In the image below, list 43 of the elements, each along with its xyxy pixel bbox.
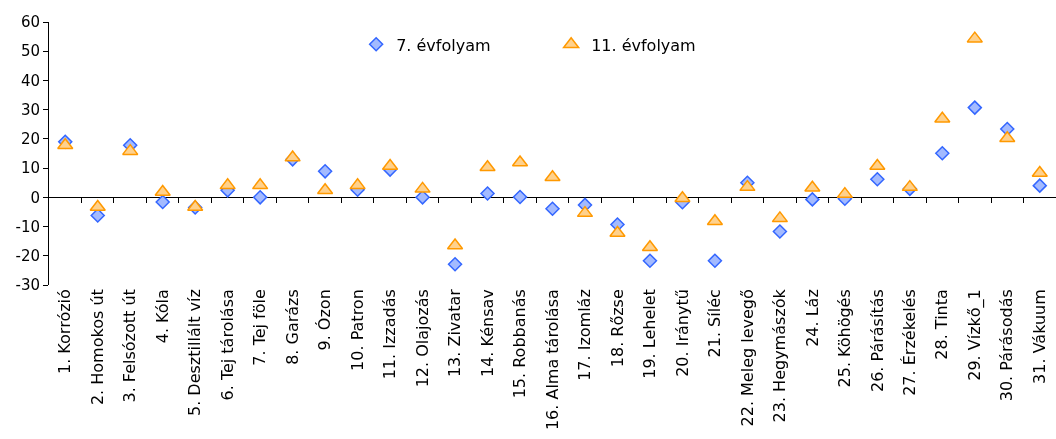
- x-tick-label: 11. Izzadás: [380, 289, 400, 380]
- x-tick-label: 31. Vákuum: [1029, 289, 1049, 384]
- x-tick-label: 21. Síléc: [705, 289, 725, 358]
- x-tick-label: 17. Izomláz: [575, 289, 595, 381]
- x-tick-label: 24. Láz: [802, 289, 822, 347]
- x-tick-label: 26. Párásítás: [867, 289, 887, 393]
- x-tick-label: 14. Kénsav: [477, 289, 497, 378]
- x-tick-label: 10. Patron: [347, 289, 367, 371]
- y-tick-label: 20: [20, 130, 40, 149]
- x-tick-label: 6. Tej tárolása: [217, 289, 237, 401]
- x-tick-label: 3. Felsózott út: [120, 289, 140, 403]
- x-tick-label: 5. Desztillált víz: [185, 289, 205, 416]
- x-tick-label: 30. Párásodás: [997, 289, 1017, 402]
- y-tick-label: 10: [20, 159, 40, 178]
- x-tick-label: 27. Érzékelés: [900, 289, 920, 396]
- x-tick-label: 29. Vízkő_1: [964, 289, 985, 381]
- x-tick-label: 19. Lehelet: [640, 289, 660, 379]
- x-tick-label: 9. Ózon: [315, 289, 335, 351]
- y-tick-label: 0: [30, 188, 40, 207]
- x-tick-label: 18. Rőzse: [607, 289, 627, 368]
- x-tick-label: 4. Kóla: [152, 289, 172, 344]
- x-tick-label: 28. Tinta: [932, 289, 952, 360]
- y-tick-label: -10: [15, 217, 40, 236]
- y-tick-label: 60: [20, 13, 40, 32]
- y-tick-label: -30: [15, 276, 40, 295]
- y-tick-label: 30: [20, 100, 40, 119]
- x-tick-label: 25. Köhögés: [835, 289, 855, 388]
- y-tick-label: 50: [20, 42, 40, 61]
- legend-label: 11. évfolyam: [591, 35, 696, 55]
- x-tick-label: 1. Korrózió: [55, 289, 75, 374]
- x-tick-label: 8. Garázs: [282, 289, 302, 365]
- y-tick-label: -20: [15, 247, 40, 266]
- y-tick-label: 40: [20, 71, 40, 90]
- x-tick-label: 16. Alma tárolása: [542, 289, 562, 431]
- x-tick-label: 12. Olajozás: [412, 289, 432, 388]
- x-tick-label: 2. Homokos út: [87, 289, 107, 406]
- x-tick-label: 13. Zivatar: [445, 288, 465, 378]
- x-tick-label: 7. Tej föle: [250, 289, 270, 366]
- legend-label: 7. évfolyam: [396, 35, 491, 55]
- x-tick-label: 23. Hegymászók: [770, 288, 790, 423]
- x-tick-label: 15. Robbanás: [510, 289, 530, 399]
- x-tick-label: 20. Iránytű: [672, 289, 692, 377]
- x-tick-label: 22. Meleg levegő: [737, 289, 757, 427]
